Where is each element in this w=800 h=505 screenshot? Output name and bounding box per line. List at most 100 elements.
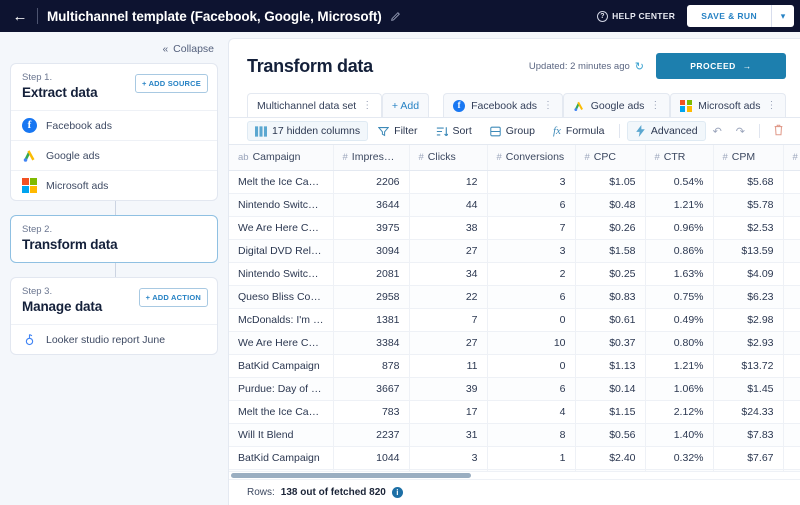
table-cell[interactable]: 2081	[333, 262, 410, 286]
table-cell[interactable]: $1	[783, 216, 800, 240]
table-cell[interactable]: 3975	[333, 216, 410, 240]
table-cell[interactable]: $6	[783, 262, 800, 286]
table-cell[interactable]: $1	[783, 354, 800, 378]
table-cell[interactable]: $2.93	[713, 331, 784, 355]
table-cell[interactable]: $0.48	[575, 193, 646, 217]
table-cell[interactable]: $2	[783, 469, 800, 471]
table-cell[interactable]: 2.12%	[645, 400, 714, 424]
table-cell[interactable]: $7.83	[713, 423, 784, 447]
chevron-down-icon[interactable]: ▾	[780, 10, 786, 21]
table-cell[interactable]: 0.86%	[645, 239, 714, 263]
table-cell[interactable]: 6	[487, 285, 576, 309]
table-cell[interactable]: $24.33	[713, 400, 784, 424]
advanced-button[interactable]: Advanced	[626, 121, 706, 141]
column-header-cpc[interactable]: # CPC	[575, 145, 646, 171]
table-row[interactable]: McDonalds: I'm Lov... 1381 7 0 $0.61 0.49% $2.…	[229, 308, 800, 332]
table-cell[interactable]: Nintendo Switch L...	[229, 262, 334, 286]
table-cell[interactable]: $6	[783, 446, 800, 470]
tab-multichannel-data-set[interactable]: Multichannel data set ⋮	[247, 93, 382, 117]
table-cell[interactable]: $0.37	[575, 331, 646, 355]
table-cell[interactable]: $13.72	[713, 354, 784, 378]
table-cell[interactable]: 12	[409, 170, 488, 194]
table-cell[interactable]: $0.83	[575, 285, 646, 309]
table-cell[interactable]: 1.63%	[645, 262, 714, 286]
table-cell[interactable]: $1	[783, 285, 800, 309]
table-cell[interactable]: $2.53	[713, 216, 784, 240]
scrollbar-thumb[interactable]	[231, 473, 471, 478]
pencil-icon[interactable]	[390, 11, 401, 22]
tab-menu-icon[interactable]: ⋮	[543, 100, 553, 111]
table-cell[interactable]: 2	[487, 262, 576, 286]
table-cell[interactable]: BatKid Campaign	[229, 446, 334, 470]
column-header-clicks[interactable]: # Clicks	[409, 145, 488, 171]
table-cell[interactable]: 2206	[333, 170, 410, 194]
sidebar-step-manage-data[interactable]: Step 3. Manage data + ADD ACTION Looker …	[10, 277, 218, 355]
table-cell[interactable]: $0.61	[575, 308, 646, 332]
help-center-button[interactable]: ? HELP CENTER	[597, 10, 675, 22]
table-cell[interactable]: 6	[487, 193, 576, 217]
table-cell[interactable]: Melt the Ice Campa...	[229, 170, 334, 194]
table-cell[interactable]: 1.06%	[645, 377, 714, 401]
tab-menu-icon[interactable]: ⋮	[362, 100, 372, 111]
table-cell[interactable]: 23	[409, 469, 488, 471]
table-cell[interactable]: 3893	[333, 469, 410, 471]
sidebar-item-facebook-ads[interactable]: f Facebook ads	[11, 110, 217, 140]
table-row[interactable]: 12 Days of State3893232$0.930.60%$5.57$2	[229, 469, 800, 471]
table-cell[interactable]: 8	[487, 423, 576, 447]
table-cell[interactable]: $1	[783, 400, 800, 424]
table-cell[interactable]: $1	[783, 170, 800, 194]
table-cell[interactable]: 1	[487, 446, 576, 470]
table-cell[interactable]: $9	[783, 331, 800, 355]
table-cell[interactable]: 0.96%	[645, 216, 714, 240]
table-cell[interactable]: 27	[409, 239, 488, 263]
table-cell[interactable]: 0.54%	[645, 170, 714, 194]
table-cell[interactable]: $0.93	[575, 469, 646, 471]
table-cell[interactable]: 3667	[333, 377, 410, 401]
info-icon[interactable]: i	[391, 487, 403, 498]
table-cell[interactable]: 22	[409, 285, 488, 309]
table-cell[interactable]: We Are Here Camp...	[229, 216, 334, 240]
table-cell[interactable]: Melt the Ice Campa...	[229, 400, 334, 424]
table-cell[interactable]: 4	[487, 400, 576, 424]
trash-icon[interactable]	[769, 122, 788, 141]
table-cell[interactable]: 1.40%	[645, 423, 714, 447]
table-cell[interactable]: 31	[409, 423, 488, 447]
horizontal-scrollbar[interactable]	[229, 471, 800, 479]
table-cell[interactable]: $5	[783, 377, 800, 401]
table-cell[interactable]: 10	[487, 331, 576, 355]
table-cell[interactable]: 1044	[333, 446, 410, 470]
table-cell[interactable]: 3384	[333, 331, 410, 355]
table-cell[interactable]: 11	[409, 354, 488, 378]
table-cell[interactable]: $0.56	[575, 423, 646, 447]
table-cell[interactable]: 3644	[333, 193, 410, 217]
table-cell[interactable]: 34	[409, 262, 488, 286]
formula-button[interactable]: fx Formula	[545, 121, 612, 141]
table-cell[interactable]: 783	[333, 400, 410, 424]
table-cell[interactable]: $2	[783, 193, 800, 217]
table-cell[interactable]: $0.25	[575, 262, 646, 286]
table-cell[interactable]: 2958	[333, 285, 410, 309]
table-cell[interactable]: $2.40	[575, 446, 646, 470]
data-table-container[interactable]: ab Campaign # Impressions # Clicks # Convers…	[229, 145, 800, 471]
tab-menu-icon[interactable]: ⋮	[766, 100, 777, 111]
collapse-button[interactable]: « Collapse	[10, 40, 218, 63]
table-cell[interactable]: 3	[409, 446, 488, 470]
table-cell[interactable]: 0.49%	[645, 308, 714, 332]
tab-google-ads[interactable]: Google ads ⋮	[562, 93, 670, 117]
tab-microsoft-ads[interactable]: Microsoft ads ⋮	[670, 93, 787, 117]
table-row[interactable]: We Are Here Camp... 3975 38 7 $0.26 0.96% $2.5…	[229, 216, 800, 240]
redo-icon[interactable]: ↷	[735, 125, 745, 138]
table-cell[interactable]: We Are Here Camp...	[229, 331, 334, 355]
table-cell[interactable]: BatKid Campaign	[229, 354, 334, 378]
table-cell[interactable]: $1	[783, 423, 800, 447]
filter-button[interactable]: Filter	[370, 121, 425, 141]
table-cell[interactable]: $4.09	[713, 262, 784, 286]
table-cell[interactable]: Will It Blend	[229, 423, 334, 447]
table-cell[interactable]: $1.15	[575, 400, 646, 424]
table-cell[interactable]: 7	[409, 308, 488, 332]
table-row[interactable]: Queso Bliss Contest 2958 22 6 $0.83 0.75% $6.2…	[229, 285, 800, 309]
table-cell[interactable]: $0.26	[575, 216, 646, 240]
table-cell[interactable]: $4	[783, 308, 800, 332]
